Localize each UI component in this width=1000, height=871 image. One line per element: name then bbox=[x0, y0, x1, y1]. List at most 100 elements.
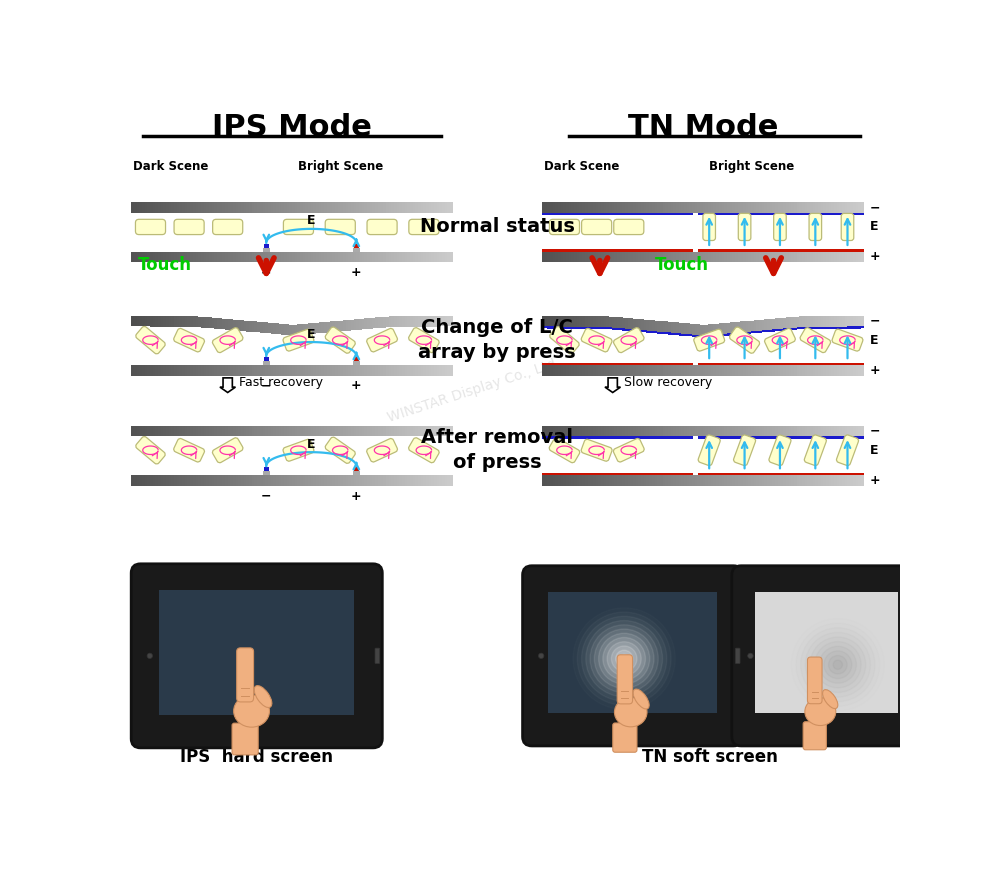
Bar bbox=[284, 426, 287, 436]
Bar bbox=[230, 252, 233, 262]
Bar bbox=[842, 365, 845, 375]
Bar bbox=[692, 252, 695, 262]
Bar bbox=[271, 426, 273, 436]
Bar bbox=[657, 426, 660, 436]
Bar bbox=[748, 202, 751, 213]
Ellipse shape bbox=[823, 690, 838, 709]
Bar bbox=[134, 252, 137, 262]
Text: −: − bbox=[261, 490, 272, 503]
Bar bbox=[163, 252, 166, 262]
Bar bbox=[775, 475, 778, 486]
Text: +: + bbox=[351, 490, 362, 503]
Bar bbox=[405, 426, 407, 436]
Bar bbox=[327, 202, 330, 213]
Bar bbox=[276, 475, 279, 486]
Bar bbox=[391, 252, 394, 262]
Bar bbox=[598, 475, 601, 486]
Bar bbox=[590, 316, 593, 327]
Bar bbox=[612, 317, 614, 327]
Bar bbox=[260, 202, 263, 213]
Bar bbox=[158, 365, 161, 375]
Bar bbox=[687, 334, 690, 336]
Bar bbox=[786, 365, 789, 375]
Bar bbox=[713, 426, 716, 436]
Bar bbox=[687, 426, 690, 436]
Bar bbox=[606, 202, 609, 213]
Bar bbox=[738, 475, 740, 486]
Bar bbox=[601, 252, 604, 262]
Bar bbox=[263, 202, 265, 213]
Bar bbox=[303, 252, 306, 262]
Bar bbox=[676, 252, 679, 262]
Bar bbox=[204, 365, 206, 375]
FancyBboxPatch shape bbox=[807, 657, 822, 704]
Bar bbox=[850, 327, 853, 328]
Bar bbox=[263, 365, 265, 375]
Bar bbox=[641, 320, 644, 330]
Bar bbox=[590, 327, 593, 329]
Bar bbox=[423, 365, 426, 375]
Bar bbox=[147, 365, 150, 375]
Bar bbox=[638, 252, 641, 262]
Bar bbox=[724, 323, 727, 334]
Bar bbox=[566, 202, 569, 213]
Bar bbox=[405, 202, 407, 213]
Text: E: E bbox=[870, 220, 878, 233]
Bar bbox=[402, 426, 405, 436]
FancyBboxPatch shape bbox=[694, 329, 725, 351]
Bar bbox=[284, 324, 287, 334]
Bar bbox=[655, 202, 657, 213]
Bar bbox=[134, 475, 137, 486]
Bar bbox=[327, 365, 330, 375]
Bar bbox=[196, 252, 198, 262]
Bar bbox=[380, 252, 383, 262]
Bar bbox=[705, 426, 708, 436]
Bar bbox=[625, 475, 628, 486]
Bar bbox=[359, 202, 362, 213]
Bar bbox=[171, 316, 174, 327]
Bar bbox=[663, 332, 665, 334]
Bar bbox=[813, 316, 815, 327]
FancyBboxPatch shape bbox=[325, 437, 355, 463]
Bar bbox=[305, 365, 308, 375]
Bar bbox=[134, 365, 137, 375]
Bar bbox=[802, 316, 805, 327]
Bar bbox=[579, 202, 582, 213]
Bar bbox=[225, 252, 228, 262]
Bar bbox=[850, 475, 853, 486]
Bar bbox=[719, 426, 722, 436]
Bar bbox=[783, 252, 786, 262]
Bar bbox=[831, 365, 834, 375]
Bar bbox=[563, 316, 566, 327]
Bar bbox=[614, 252, 617, 262]
Bar bbox=[596, 252, 598, 262]
Bar bbox=[555, 475, 558, 486]
Bar bbox=[577, 327, 580, 329]
Bar bbox=[303, 365, 306, 375]
Bar bbox=[649, 252, 652, 262]
Bar bbox=[780, 475, 783, 486]
Bar bbox=[660, 332, 663, 334]
Bar bbox=[209, 426, 212, 436]
Bar bbox=[775, 202, 778, 213]
Bar bbox=[628, 202, 631, 213]
Bar bbox=[222, 365, 225, 375]
Bar bbox=[150, 315, 153, 327]
Bar bbox=[257, 365, 260, 375]
Bar bbox=[386, 316, 389, 327]
Bar bbox=[236, 320, 239, 331]
Bar bbox=[698, 436, 864, 438]
Bar bbox=[375, 252, 378, 262]
Bar bbox=[636, 319, 639, 329]
Bar bbox=[545, 315, 547, 327]
Bar bbox=[628, 475, 631, 486]
Bar bbox=[622, 475, 625, 486]
Bar bbox=[388, 202, 391, 213]
Bar bbox=[426, 316, 429, 327]
Bar bbox=[230, 320, 233, 330]
Bar bbox=[711, 202, 714, 213]
Bar bbox=[281, 365, 284, 375]
Bar bbox=[421, 365, 423, 375]
Bar bbox=[641, 330, 644, 332]
Bar bbox=[644, 365, 647, 375]
